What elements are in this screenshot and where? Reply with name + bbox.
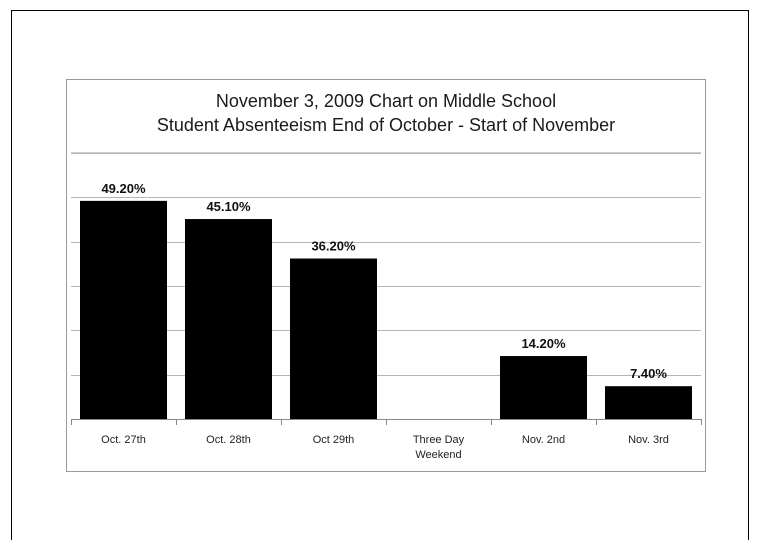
chart-title: November 3, 2009 Chart on Middle School: [215, 91, 557, 111]
category-label: Nov. 2nd: [522, 434, 565, 446]
gridlines: [71, 152, 702, 425]
category-labels: Oct. 27th Oct. 28th Oct 29th Three Day Weeke…: [101, 434, 669, 461]
chart-card: [66, 79, 706, 472]
data-label: 36.20%: [311, 239, 356, 254]
category-label: Weekend: [415, 449, 461, 461]
category-label: Oct. 27th: [101, 434, 146, 446]
bar: [185, 219, 272, 419]
data-label: 14.20%: [521, 336, 566, 351]
category-label: Oct. 28th: [206, 434, 251, 446]
bar: [290, 258, 377, 419]
chart-subtitle: Student Absenteeism End of October - Sta…: [156, 115, 616, 135]
category-label: Three Day: [413, 434, 465, 446]
category-label: Nov. 3rd: [628, 434, 669, 446]
data-label: 45.10%: [206, 199, 251, 214]
data-labels: 49.20% 45.10% 36.20% 14.20% 7.40%: [101, 181, 667, 381]
bars: [80, 200, 692, 419]
bar: [80, 200, 167, 419]
bar: [605, 386, 692, 419]
bar: [500, 356, 587, 419]
data-label: 7.40%: [630, 366, 667, 381]
data-label: 49.20%: [101, 181, 146, 196]
category-label: Oct 29th: [313, 434, 355, 446]
